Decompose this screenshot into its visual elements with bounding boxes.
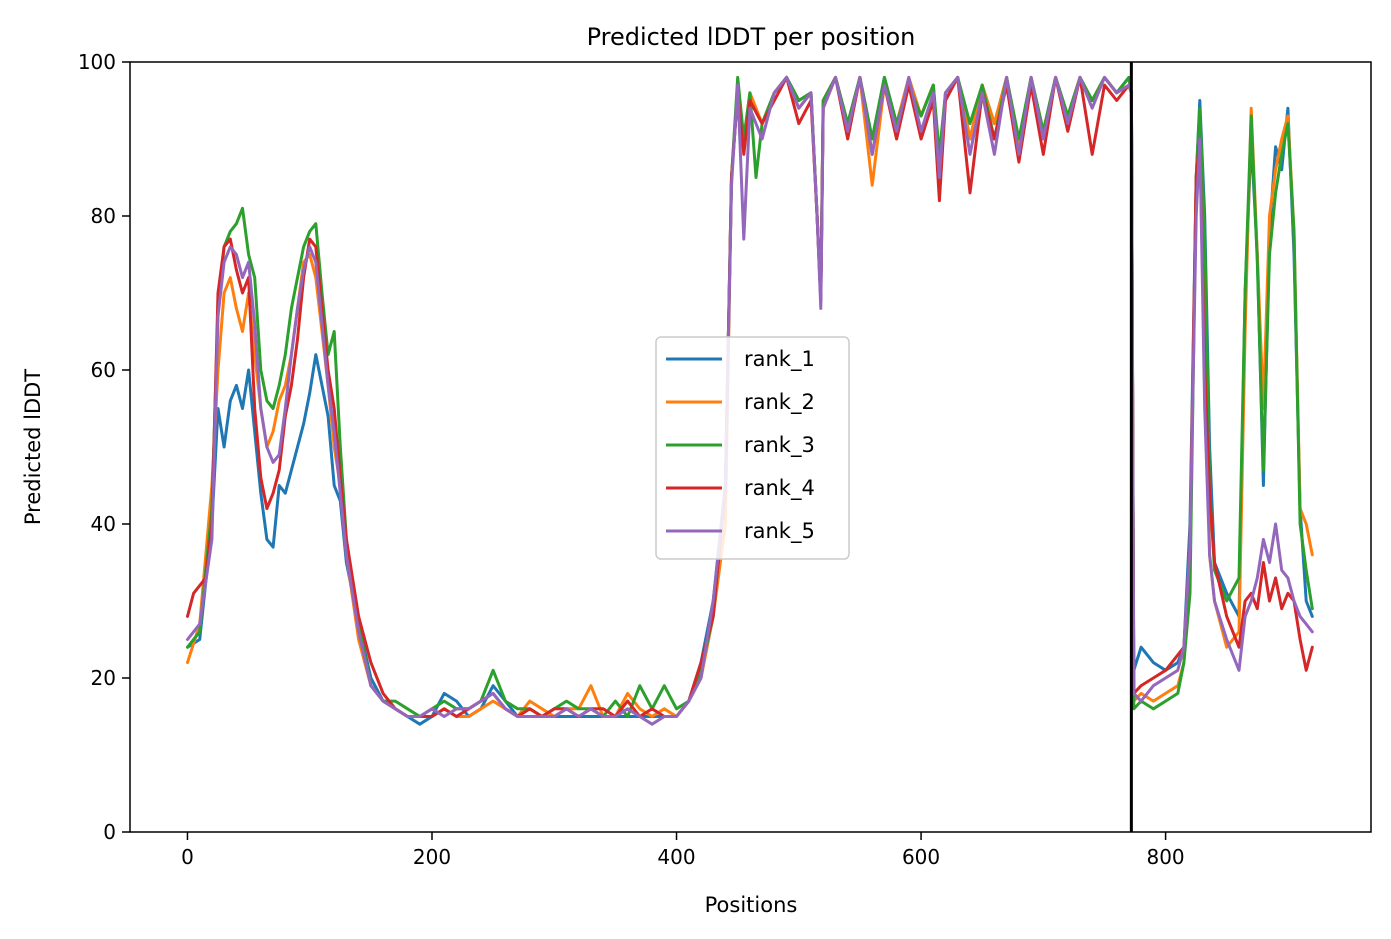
plot-frame xyxy=(129,61,1372,833)
y-tick-label: 80 xyxy=(91,204,116,228)
legend-box xyxy=(655,336,850,560)
y-axis: 0 20 40 60 80 100 xyxy=(78,50,130,844)
x-axis: 0 200 400 600 800 xyxy=(181,832,1185,869)
y-tick-label: 0 xyxy=(103,820,116,844)
chart-title: Predicted lDDT per position xyxy=(587,23,916,51)
legend-label: rank_5 xyxy=(744,519,815,544)
y-axis-title: Predicted lDDT xyxy=(21,369,45,525)
x-tick-label: 0 xyxy=(181,845,194,869)
legend-label: rank_3 xyxy=(744,433,815,458)
plot-area xyxy=(186,62,1314,832)
legend-label: rank_1 xyxy=(744,347,815,372)
y-tick-label: 40 xyxy=(91,512,116,536)
x-tick-label: 800 xyxy=(1146,845,1184,869)
x-axis-title: Positions xyxy=(705,893,798,917)
legend-label: rank_4 xyxy=(744,476,815,501)
y-tick-label: 60 xyxy=(91,358,116,382)
legend-label: rank_2 xyxy=(744,390,815,415)
legend: rank_1 rank_2 rank_3 rank_4 rank_5 xyxy=(655,336,850,560)
x-tick-label: 400 xyxy=(657,845,695,869)
x-tick-label: 200 xyxy=(413,845,451,869)
y-tick-label: 100 xyxy=(78,50,116,74)
series-lines xyxy=(186,75,1314,726)
series-line-rank-5 xyxy=(186,75,1314,726)
x-tick-label: 600 xyxy=(902,845,940,869)
y-tick-label: 20 xyxy=(91,666,116,690)
series-line-rank-3 xyxy=(186,75,1314,718)
